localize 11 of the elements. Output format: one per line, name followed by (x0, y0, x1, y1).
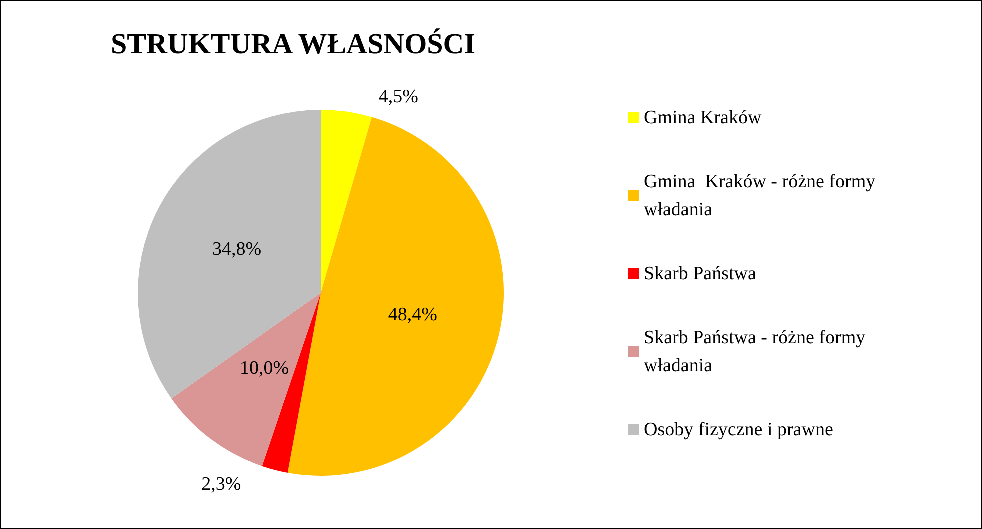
data-label: 34,8% (212, 239, 262, 260)
legend-label: Skarb Państwa - różne formy władania (644, 328, 870, 376)
data-label: 10,0% (240, 358, 290, 380)
data-label: 2,3% (202, 474, 242, 496)
data-label: 48,4% (388, 304, 438, 326)
data-label: 4,5% (378, 86, 419, 108)
legend-label: Skarb Państwa (644, 264, 757, 284)
legend-label: Gmina Kraków (644, 108, 762, 128)
chart-title: STRUKTURA WŁASNOŚCI (111, 28, 476, 60)
legend-label: Osoby fizyczne i prawne (644, 420, 834, 440)
legend-label: Gmina Kraków - różne formy władania (644, 172, 880, 220)
